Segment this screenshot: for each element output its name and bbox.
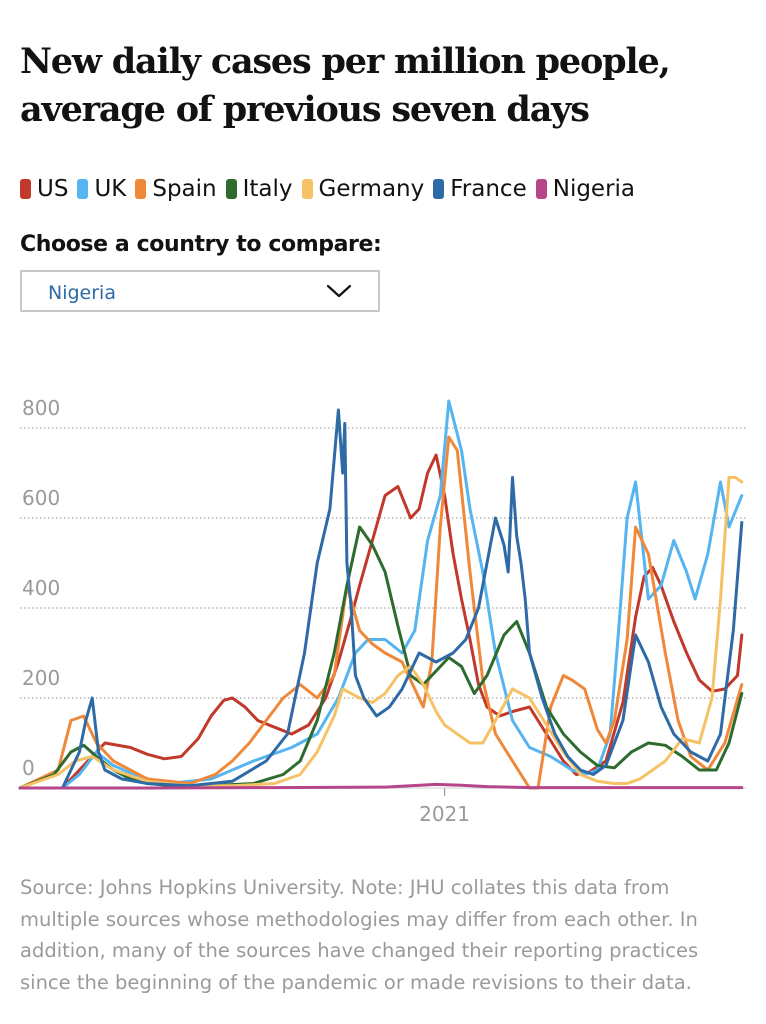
compare-label: Choose a country to compare: bbox=[20, 232, 382, 257]
chart-title: New daily cases per million people, aver… bbox=[20, 41, 671, 130]
legend-item-spain: Spain bbox=[135, 172, 217, 206]
legend-swatch-spain bbox=[135, 179, 147, 199]
series-line-uk bbox=[18, 399, 744, 790]
y-tick-label: 800 bbox=[22, 396, 60, 420]
legend-label-us: US bbox=[37, 176, 69, 202]
legend: US UK Spain Italy Germany France Nigeria bbox=[20, 172, 644, 206]
legend-swatch-germany bbox=[301, 179, 313, 199]
line-chart: 800 600 400 200 0 2021 bbox=[18, 396, 746, 826]
legend-swatch-italy bbox=[225, 179, 237, 199]
country-select-value: Nigeria bbox=[48, 282, 116, 304]
y-tick-label: 400 bbox=[22, 576, 60, 600]
grid-layer: 800 600 400 200 0 2021 bbox=[20, 396, 746, 826]
series-line-nigeria bbox=[18, 782, 744, 790]
series-line-spain bbox=[18, 435, 744, 790]
series-line-germany bbox=[18, 476, 744, 790]
legend-item-uk: UK bbox=[77, 172, 126, 206]
legend-label-germany: Germany bbox=[318, 176, 425, 202]
country-select[interactable]: Nigeria bbox=[20, 270, 380, 312]
legend-label-nigeria: Nigeria bbox=[552, 176, 636, 202]
series-line-france bbox=[18, 408, 744, 790]
legend-label-france: France bbox=[450, 176, 527, 202]
y-tick-label: 600 bbox=[22, 486, 60, 510]
legend-swatch-uk bbox=[77, 179, 89, 199]
series-line-us bbox=[18, 453, 744, 790]
chevron-down-icon bbox=[326, 284, 352, 298]
legend-label-spain: Spain bbox=[152, 176, 217, 202]
legend-item-us: US bbox=[20, 172, 68, 206]
y-tick-label: 0 bbox=[22, 756, 35, 780]
legend-item-france: France bbox=[433, 172, 527, 206]
series-layer bbox=[18, 399, 744, 790]
legend-label-italy: Italy bbox=[242, 176, 293, 202]
source-note: Source: Johns Hopkins University. Note: … bbox=[20, 876, 699, 994]
legend-item-italy: Italy bbox=[225, 172, 293, 206]
legend-label-uk: UK bbox=[94, 176, 127, 202]
legend-swatch-nigeria bbox=[535, 179, 547, 199]
x-tick-label: 2021 bbox=[419, 802, 470, 826]
legend-swatch-france bbox=[433, 179, 445, 199]
y-tick-label: 200 bbox=[22, 666, 60, 690]
legend-swatch-us bbox=[20, 179, 31, 199]
legend-item-nigeria: Nigeria bbox=[535, 172, 636, 206]
legend-item-germany: Germany bbox=[301, 172, 425, 206]
